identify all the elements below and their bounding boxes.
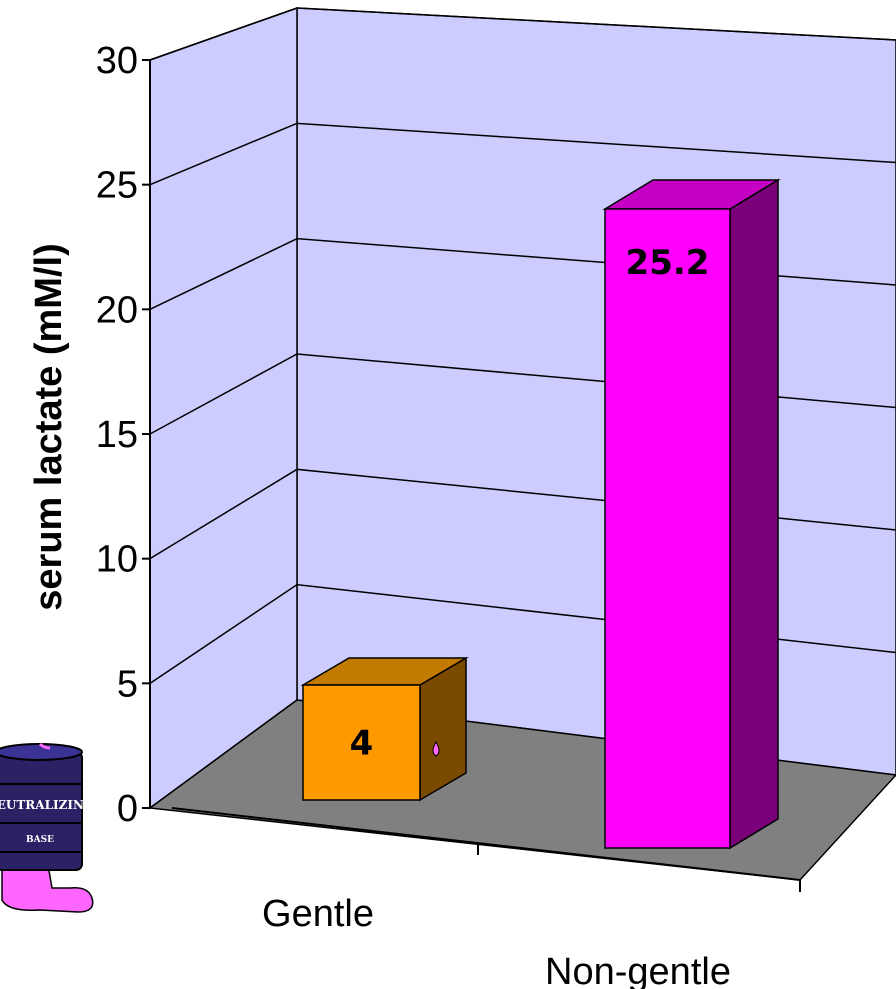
side-wall	[149, 6, 298, 810]
barrel-clipart: NEUTRALIZING BASE	[0, 741, 440, 913]
y-tick-label: 5	[117, 663, 138, 705]
grid-lines	[149, 7, 896, 684]
y-tick-label: 25	[96, 165, 138, 207]
barrel-top	[0, 743, 83, 761]
barrel-text-line1: NEUTRALIZING	[0, 798, 94, 812]
bars: 425.2	[300, 178, 781, 850]
spill-drop	[432, 741, 440, 757]
y-tick-label: 10	[96, 539, 138, 581]
gridline	[149, 122, 896, 186]
y-tick-label: 30	[96, 40, 138, 82]
y-tick-label: 15	[96, 414, 138, 456]
y-ticks: 0 5 10 15 20 25 30	[96, 40, 150, 830]
x-axis-line	[171, 807, 801, 881]
x-tick-label-non-gentle: Non-gentle	[545, 951, 731, 989]
gridline	[149, 7, 896, 61]
spill-puddle	[1, 864, 94, 913]
bar-non-gentle	[604, 208, 731, 849]
bar-gentle	[302, 684, 421, 801]
bar-side	[729, 178, 779, 850]
x-tick-label-gentle: Gentle	[262, 893, 374, 935]
y-tick-label: 20	[96, 289, 138, 331]
data-label: 25.2	[626, 243, 710, 283]
y-axis-title: serum lactate (mM/l)	[28, 243, 70, 610]
y-tick-label: 0	[117, 788, 138, 830]
data-label: 4	[350, 724, 374, 764]
barrel-drip	[38, 742, 51, 750]
barrel-text-line2: BASE	[26, 835, 54, 845]
